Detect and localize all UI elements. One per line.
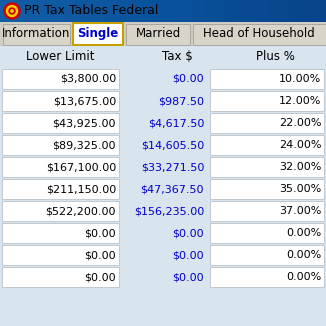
Bar [2,69,119,89]
Text: 0.00%: 0.00% [286,272,321,282]
Bar [210,179,324,199]
Bar [210,201,324,221]
Text: 0.00%: 0.00% [286,228,321,238]
Text: $0.00: $0.00 [84,272,116,282]
Bar [2,201,119,221]
Text: Tax $: Tax $ [162,51,193,64]
Bar [210,267,324,287]
Text: 35.00%: 35.00% [279,184,321,194]
Bar [2,157,119,177]
Text: $89,325.00: $89,325.00 [52,140,116,150]
Text: $4,617.50: $4,617.50 [148,118,204,128]
Text: Information: Information [2,27,70,40]
Text: $0.00: $0.00 [84,250,116,260]
Bar [2,91,119,111]
Bar [210,113,324,133]
Text: $156,235.00: $156,235.00 [134,206,204,216]
Text: 22.00%: 22.00% [279,118,321,128]
Text: Plus %: Plus % [256,51,295,64]
Text: 10.00%: 10.00% [279,74,321,84]
Text: $43,925.00: $43,925.00 [52,118,116,128]
Bar [2,245,119,265]
Text: 37.00%: 37.00% [279,206,321,216]
Text: $0.00: $0.00 [172,74,204,84]
Text: $33,271.50: $33,271.50 [141,162,204,172]
Text: PR Tax Tables Federal: PR Tax Tables Federal [24,5,158,18]
Bar [2,135,119,155]
Bar [210,91,324,111]
Text: $14,605.50: $14,605.50 [141,140,204,150]
Bar [210,223,324,243]
Bar [210,69,324,89]
Text: $0.00: $0.00 [172,272,204,282]
Circle shape [7,6,18,17]
Bar [210,135,324,155]
Text: 24.00%: 24.00% [279,140,321,150]
Text: $3,800.00: $3,800.00 [60,74,116,84]
Bar [2,267,119,287]
Text: $211,150.00: $211,150.00 [46,184,116,194]
Circle shape [11,10,13,12]
Text: $47,367.50: $47,367.50 [141,184,204,194]
Bar [126,23,190,45]
Text: $0.00: $0.00 [172,250,204,260]
Bar [2,223,119,243]
Text: $0.00: $0.00 [84,228,116,238]
Bar [3,23,69,45]
Circle shape [4,3,20,19]
Circle shape [9,8,15,14]
Text: 0.00%: 0.00% [286,250,321,260]
Text: $987.50: $987.50 [158,96,204,106]
Bar [193,23,325,45]
Bar [210,245,324,265]
Bar [2,113,119,133]
Text: 12.00%: 12.00% [279,96,321,106]
Text: 32.00%: 32.00% [279,162,321,172]
Text: Head of Household: Head of Household [203,27,315,40]
FancyBboxPatch shape [73,23,123,45]
Text: Single: Single [77,27,119,40]
Bar [2,179,119,199]
Bar [210,157,324,177]
Text: $13,675.00: $13,675.00 [53,96,116,106]
Text: Lower Limit: Lower Limit [26,51,95,64]
Text: $0.00: $0.00 [172,228,204,238]
Text: Married: Married [136,27,181,40]
Text: $522,200.00: $522,200.00 [46,206,116,216]
Text: $167,100.00: $167,100.00 [46,162,116,172]
